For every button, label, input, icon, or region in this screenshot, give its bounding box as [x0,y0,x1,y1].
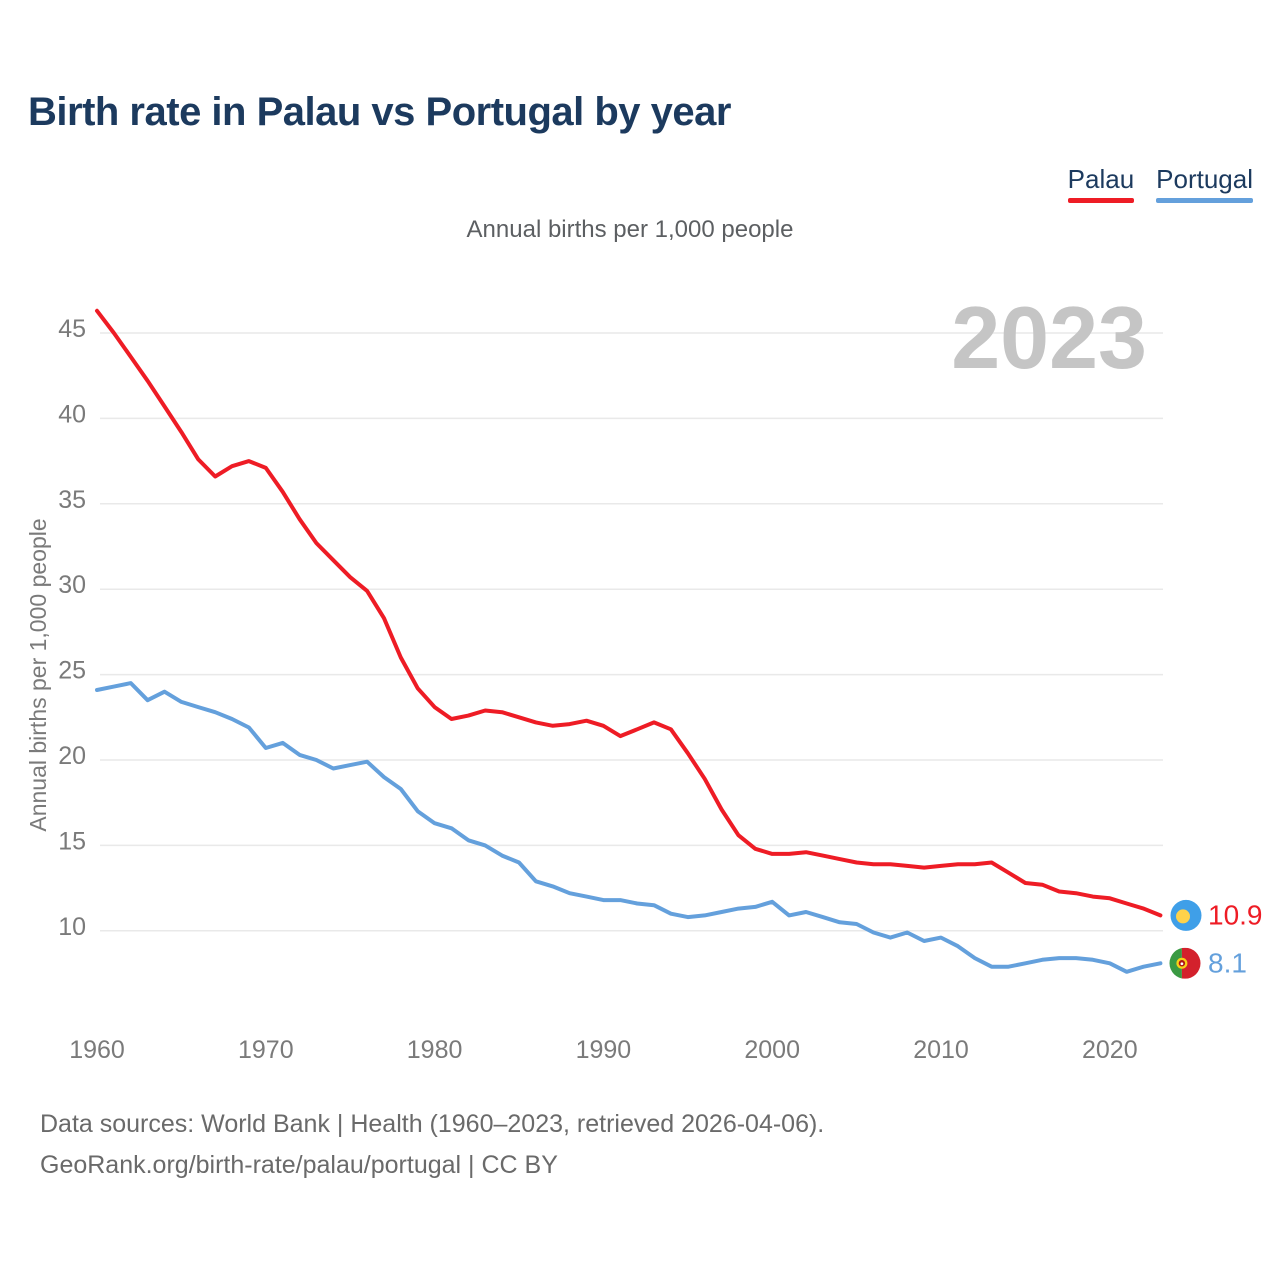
legend-item-palau[interactable]: Palau [1067,164,1135,203]
chart-subtitle: Annual births per 1,000 people [466,216,794,243]
y-tick-30: 30 [58,571,86,599]
portugal-series-line[interactable] [95,681,1163,974]
y-tick-20: 20 [58,742,86,770]
footer-data-sources: Data sources: World Bank | Health (1960–… [40,1110,825,1138]
legend-item-portugal[interactable]: Portugal [1156,164,1253,203]
x-tick-1960: 1960 [69,1036,125,1064]
x-tick-2020: 2020 [1082,1036,1138,1064]
legend-underline-palau [1067,198,1135,203]
x-tick-2000: 2000 [744,1036,800,1064]
legend-label-portugal: Portugal [1156,164,1253,194]
palau-flag-icon [1170,899,1202,931]
portugal-end-value: 8.1 [1208,947,1247,978]
y-tick-40: 40 [58,400,86,428]
x-tick-1980: 1980 [407,1036,463,1064]
page-title: Birth rate in Palau vs Portugal by year [28,90,731,134]
legend-underline-portugal [1156,198,1253,203]
y-axis-title: Annual births per 1,000 people [25,518,51,831]
palau-end-value: 10.9 [1208,899,1263,930]
footer: Data sources: World Bank | Health (1960–… [40,1104,824,1186]
y-tick-35: 35 [58,486,86,514]
watermark-year: 2023 [951,288,1147,387]
y-tick-10: 10 [58,913,86,941]
palau-series-line[interactable] [95,308,1163,918]
legend-label-palau: Palau [1067,164,1135,194]
y-tick-25: 25 [58,657,86,685]
legend: Palau Portugal [1067,164,1253,203]
y-tick-15: 15 [58,827,86,855]
x-tick-2010: 2010 [913,1036,969,1064]
x-tick-1990: 1990 [576,1036,632,1064]
footer-attribution: GeoRank.org/birth-rate/palau/portugal | … [40,1151,558,1179]
x-tick-1970: 1970 [238,1036,294,1064]
y-tick-45: 45 [58,315,86,343]
portugal-flag-icon [1169,947,1201,979]
